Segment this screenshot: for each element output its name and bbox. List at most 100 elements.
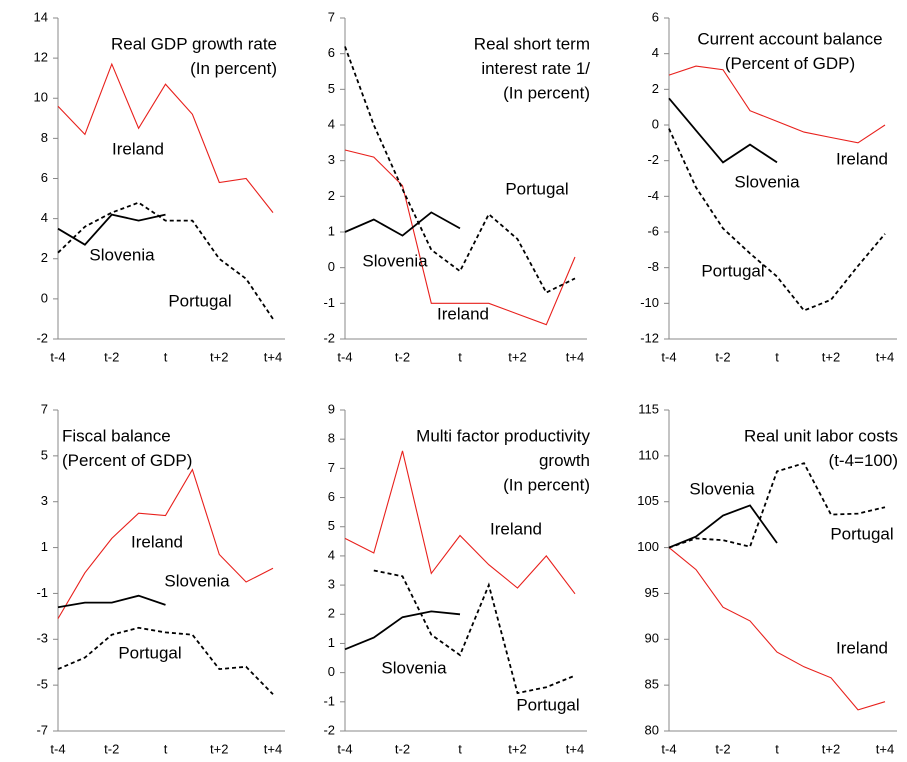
y-tick-label: 5: [328, 518, 335, 533]
y-tick-label: -3: [36, 631, 48, 646]
chart-title: Real unit labor costs: [744, 426, 898, 445]
series-label: Portugal: [505, 179, 568, 198]
chart-title: Real GDP growth rate: [111, 34, 277, 53]
x-tick-label: t-4: [337, 741, 352, 756]
y-tick-label: -4: [647, 188, 659, 203]
series-line: [344, 46, 576, 294]
x-tick-label: t-2: [104, 349, 119, 364]
series-line: [668, 128, 886, 312]
x-tick-label: t+2: [508, 349, 526, 364]
y-tick-label: 0: [41, 290, 48, 305]
y-tick-label: 115: [638, 401, 659, 416]
x-tick-label: t: [458, 741, 462, 756]
y-tick-label: -5: [36, 677, 48, 692]
x-tick-label: t: [164, 349, 168, 364]
y-tick-label: 95: [645, 585, 659, 600]
y-tick-label: 4: [41, 210, 48, 225]
y-tick-label: -2: [323, 330, 335, 345]
chart-title: (In percent): [190, 59, 277, 78]
y-tick-label: 6: [328, 489, 335, 504]
series-line: [344, 450, 576, 595]
series-label: Portugal: [830, 524, 893, 543]
x-tick-label: t+4: [566, 349, 584, 364]
chart-title: (Percent of GDP): [62, 451, 192, 470]
y-tick-label: 1: [328, 635, 335, 650]
series-line: [344, 149, 576, 326]
y-tick-label: 4: [328, 547, 335, 562]
x-tick-label: t+4: [876, 741, 894, 756]
series-line: [57, 201, 274, 320]
y-tick-label: 0: [328, 259, 335, 274]
series-label: Ireland: [836, 638, 888, 657]
y-tick-label: -2: [323, 722, 335, 737]
x-tick-label: t+4: [264, 741, 282, 756]
x-tick-label: t-4: [661, 741, 676, 756]
y-tick-label: 100: [637, 539, 659, 554]
y-tick-label: 105: [637, 493, 659, 508]
chart-title: Multi factor productivity: [416, 426, 590, 445]
series-label: Portugal: [516, 695, 579, 714]
y-tick-label: 2: [328, 606, 335, 621]
y-tick-label: 2: [328, 188, 335, 203]
y-tick-label: -12: [640, 330, 659, 345]
x-tick-label: t-4: [661, 349, 676, 364]
series-line: [668, 547, 886, 711]
y-tick-label: 80: [645, 722, 659, 737]
y-tick-label: 4: [652, 45, 659, 60]
y-tick-label: 14: [34, 9, 48, 24]
chart-title: Fiscal balance: [62, 426, 171, 445]
x-tick-label: t: [775, 741, 779, 756]
y-tick-label: -2: [647, 152, 659, 167]
y-tick-label: 3: [41, 493, 48, 508]
y-tick-label: -1: [323, 693, 335, 708]
y-tick-label: 2: [41, 250, 48, 265]
y-tick-label: -8: [647, 259, 659, 274]
x-tick-label: t+2: [822, 741, 840, 756]
y-tick-label: 3: [328, 152, 335, 167]
x-tick-label: t-2: [715, 741, 730, 756]
y-tick-label: 0: [328, 664, 335, 679]
series-label: Slovenia: [362, 251, 428, 270]
series-line: [344, 211, 461, 237]
series-label: Ireland: [490, 519, 542, 538]
y-tick-label: 10: [34, 90, 48, 105]
x-tick-label: t-4: [50, 349, 65, 364]
x-tick-label: t+4: [876, 349, 894, 364]
y-tick-label: -1: [36, 585, 48, 600]
series-label: Portugal: [168, 291, 231, 310]
x-tick-label: t: [164, 741, 168, 756]
y-tick-label: 3: [328, 577, 335, 592]
series-label: Ireland: [112, 139, 164, 158]
series-label: Ireland: [131, 532, 183, 551]
y-tick-label: 5: [41, 447, 48, 462]
x-tick-label: t-2: [395, 349, 410, 364]
y-tick-label: 8: [41, 130, 48, 145]
y-tick-label: -6: [647, 223, 659, 238]
y-tick-label: -2: [36, 330, 48, 345]
x-tick-label: t-4: [337, 349, 352, 364]
y-tick-label: 0: [652, 116, 659, 131]
y-tick-label: 1: [328, 223, 335, 238]
series-line: [668, 462, 886, 549]
y-tick-label: 110: [638, 447, 659, 462]
series-line: [344, 610, 461, 651]
x-tick-label: t+2: [822, 349, 840, 364]
chart-title: (t-4=100): [829, 451, 898, 470]
series-label: Slovenia: [689, 479, 755, 498]
x-tick-label: t-4: [50, 741, 65, 756]
chart-title: (In percent): [503, 83, 590, 102]
y-tick-label: 5: [328, 81, 335, 96]
series-label: Slovenia: [89, 245, 155, 264]
y-tick-label: 90: [645, 631, 659, 646]
y-tick-label: 4: [328, 116, 335, 131]
y-tick-label: 12: [34, 50, 48, 65]
x-tick-label: t-2: [395, 741, 410, 756]
y-tick-label: -1: [323, 295, 335, 310]
y-tick-label: 7: [328, 9, 335, 24]
chart-title: (Percent of GDP): [725, 54, 855, 73]
series-label: Slovenia: [164, 571, 230, 590]
y-tick-label: 6: [41, 170, 48, 185]
series-line: [57, 468, 274, 619]
x-tick-label: t+2: [508, 741, 526, 756]
